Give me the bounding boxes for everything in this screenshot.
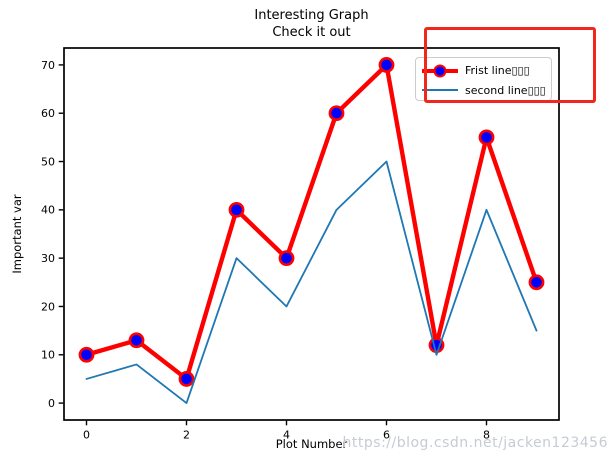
- x-tick-label: 2: [183, 429, 190, 442]
- x-axis-ticks: 0 2 4 6 8: [83, 420, 490, 442]
- data-point-marker: [478, 129, 495, 146]
- y-tick-label: 20: [41, 300, 55, 313]
- watermark: https://blog.csdn.net/jacken123456: [342, 435, 608, 451]
- legend-item-0: Frist line▯▯▯: [422, 61, 547, 80]
- legend-line-sample: [422, 62, 458, 79]
- x-tick-label: 0: [83, 429, 90, 442]
- data-point-marker: [228, 201, 245, 218]
- legend-marker-swatch: [433, 64, 447, 78]
- legend: Frist line▯▯▯ second line▯▯▯: [415, 57, 552, 101]
- y-axis-label: Important var: [10, 194, 24, 274]
- legend-label: Frist line▯▯▯: [465, 64, 530, 78]
- series-line-1: [85, 160, 538, 404]
- data-point-marker: [328, 105, 345, 122]
- y-axis-ticks: 0 10 20 30 40 50 60 70: [41, 59, 64, 410]
- data-point-marker: [78, 346, 95, 363]
- data-point-marker: [128, 332, 145, 349]
- chart-title: Interesting Graph Check it out: [64, 8, 559, 41]
- y-tick-label: 30: [41, 252, 55, 265]
- series-line-0: [84, 62, 539, 382]
- legend-label: second line▯▯▯: [465, 83, 546, 97]
- x-axis-label: Plot Number: [275, 437, 348, 451]
- x-tick-label: 6: [383, 429, 390, 442]
- y-tick-label: 50: [41, 155, 55, 168]
- series-markers-0: [78, 57, 545, 387]
- chart-title-line2: Check it out: [272, 24, 351, 40]
- legend-item-1: second line▯▯▯: [422, 81, 547, 100]
- data-point-marker: [178, 371, 195, 387]
- chart-title-line1: Interesting Graph: [254, 8, 369, 23]
- y-tick-label: 40: [41, 204, 55, 217]
- y-tick-label: 70: [41, 59, 55, 72]
- y-tick-label: 60: [41, 107, 55, 120]
- y-tick-label: 0: [48, 397, 55, 410]
- x-tick-label: 8: [483, 429, 490, 442]
- legend-line-swatch: [422, 89, 458, 92]
- x-tick-label: 4: [283, 429, 290, 442]
- data-point-marker: [278, 250, 295, 267]
- y-tick-label: 10: [41, 349, 55, 362]
- data-point-marker: [528, 274, 545, 291]
- data-point-marker: [378, 57, 395, 73]
- axes-frame: [63, 47, 560, 421]
- legend-line-sample: [422, 82, 458, 99]
